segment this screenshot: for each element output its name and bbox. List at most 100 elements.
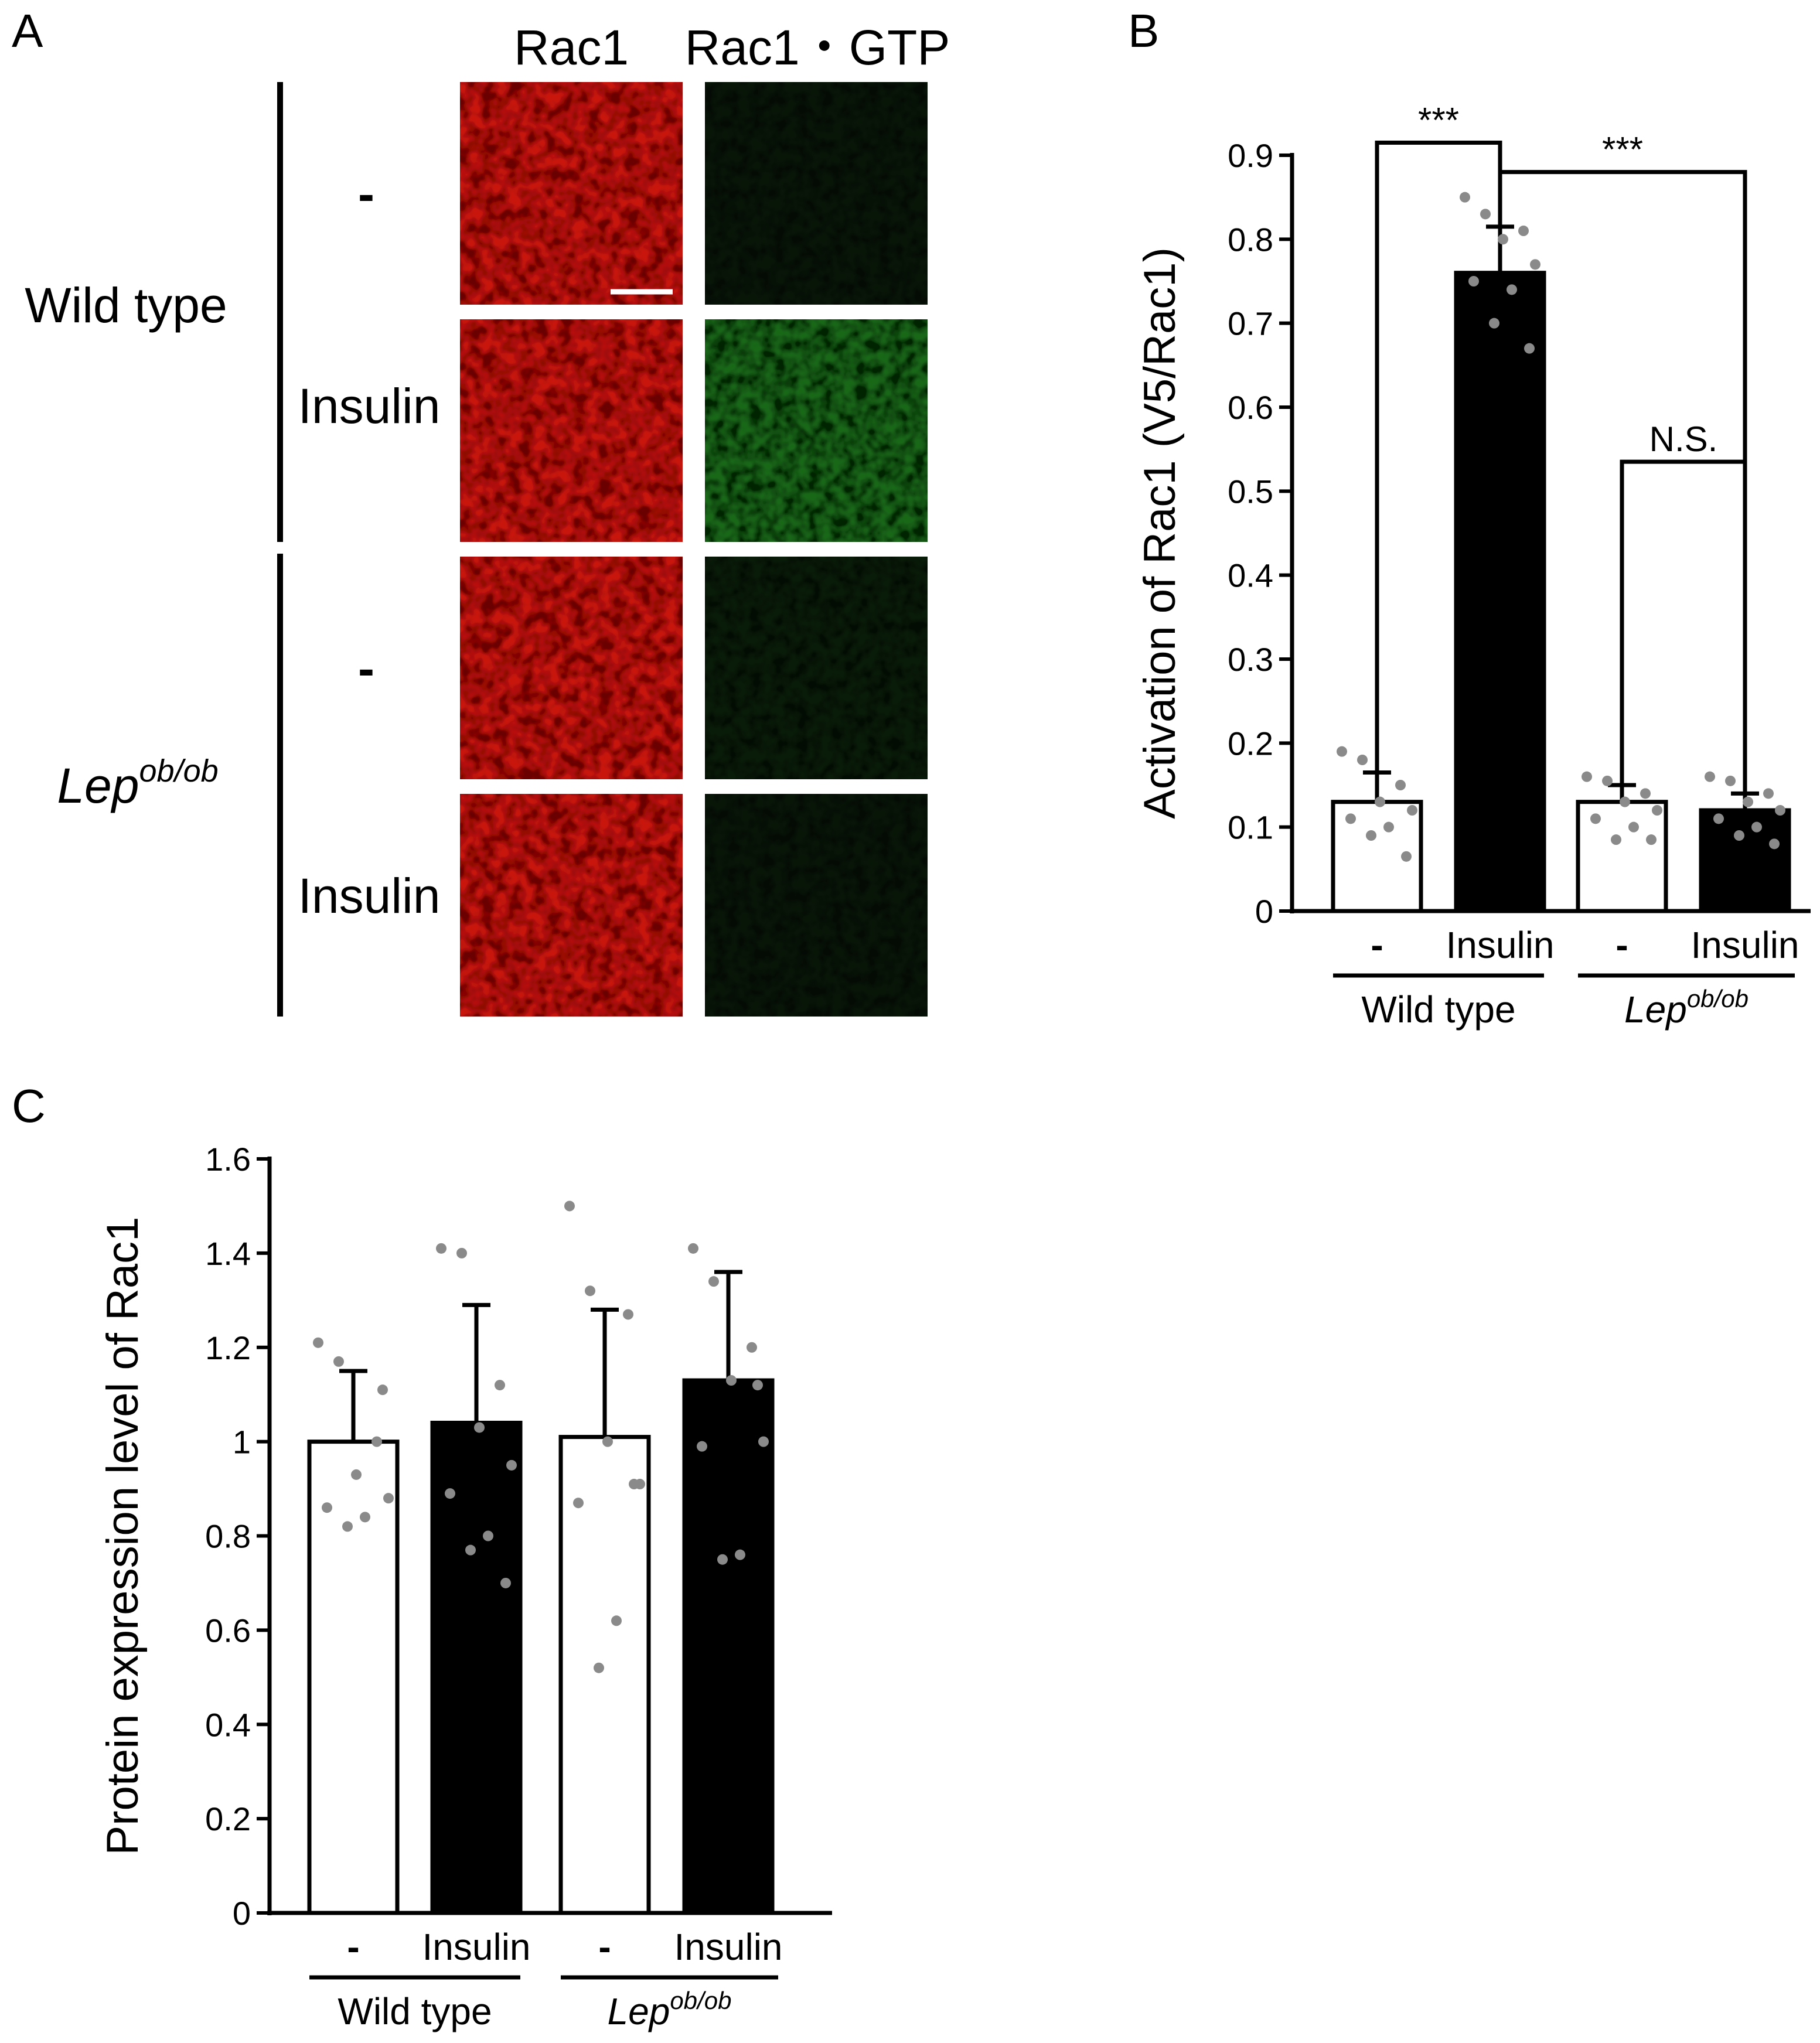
condition-label-wt-control: - <box>358 166 374 221</box>
data-point <box>474 1422 485 1433</box>
panel-b: B Activation of Rac1 (V5/Rac1) 0 0.1 0.2 0.… <box>1128 5 1811 1031</box>
panel-c-label: C <box>12 1080 46 1132</box>
micrograph-rac1-3 <box>460 557 683 779</box>
group-label: Wild type <box>338 1990 492 2032</box>
data-point <box>629 1479 639 1490</box>
y-tick-label: 0.4 <box>1228 557 1273 594</box>
micrograph-rac1-gtp-4 <box>705 794 928 1017</box>
col-header-rac1: Rac1 <box>514 20 629 75</box>
micrograph-rac1-2 <box>460 319 683 542</box>
data-point <box>752 1380 763 1391</box>
x-category-label: - <box>598 1926 611 1968</box>
data-point <box>1480 209 1491 220</box>
y-tick-label: 0.5 <box>1228 473 1273 510</box>
micrograph-grid <box>460 82 928 1017</box>
data-point <box>1646 834 1657 845</box>
bar <box>307 1440 400 1915</box>
data-point <box>1357 755 1368 765</box>
y-tick-label: 0 <box>1255 893 1273 930</box>
y-tick-label: 0.4 <box>205 1706 251 1743</box>
y-tick-label: 0.6 <box>1228 389 1273 426</box>
data-point <box>333 1356 344 1367</box>
data-point <box>1705 771 1715 782</box>
col-header-rac1-gtp: Rac1・GTP <box>685 20 950 75</box>
data-point <box>342 1521 353 1532</box>
condition-label-lep-insulin: Insulin <box>298 868 441 923</box>
panel-b-label: B <box>1128 5 1159 57</box>
y-tick-label: 0.6 <box>205 1612 251 1649</box>
chart-b: Activation of Rac1 (V5/Rac1) 0 0.1 0.2 0.3 0… <box>1135 101 1811 1031</box>
condition-label-wt-insulin: Insulin <box>298 378 441 434</box>
data-point <box>495 1380 505 1391</box>
data-point <box>1652 805 1662 816</box>
data-point <box>1611 834 1621 845</box>
panel-a: A Rac1 Rac1・GTP Wild type Lepob/ob - Ins… <box>12 5 950 1017</box>
data-point <box>500 1577 511 1588</box>
data-point <box>377 1384 388 1396</box>
data-point <box>483 1530 493 1541</box>
y-tick-label: 1.2 <box>205 1329 251 1366</box>
group-label: Wild type <box>1361 988 1515 1031</box>
group-label-wild-type: Wild type <box>25 278 227 333</box>
x-category-label: - <box>347 1926 359 1968</box>
data-point <box>383 1493 394 1504</box>
data-point <box>456 1247 467 1258</box>
data-point <box>1518 226 1529 236</box>
y-tick-label: 0 <box>233 1895 251 1932</box>
x-category-label: Insulin <box>1446 924 1555 966</box>
significance-label: *** <box>1602 130 1643 169</box>
chart-c: Protein expression level of Rac1 0 0.2 0.4… <box>98 1141 832 2032</box>
data-point <box>1395 780 1406 790</box>
data-point <box>1498 234 1508 245</box>
data-point <box>1530 259 1540 270</box>
data-point <box>1337 746 1347 757</box>
condition-label-lep-control: - <box>358 641 374 696</box>
data-point <box>1713 813 1724 824</box>
data-point <box>1582 771 1592 782</box>
data-point <box>1775 805 1785 816</box>
y-tick-label: 0.2 <box>1228 725 1273 762</box>
bar <box>1454 271 1546 913</box>
data-point <box>445 1488 455 1499</box>
panel-a-label: A <box>12 5 43 57</box>
micrograph-rac1-gtp-1 <box>705 82 928 305</box>
data-point <box>465 1544 476 1556</box>
data-point <box>564 1200 575 1212</box>
y-tick-label: 0.9 <box>1228 137 1273 174</box>
bar <box>1699 808 1791 913</box>
data-point <box>1507 284 1517 295</box>
data-point <box>1602 775 1613 786</box>
data-point <box>688 1243 698 1254</box>
micrograph-rac1-gtp-3 <box>705 557 928 779</box>
data-point <box>506 1459 517 1471</box>
y-tick-label: 0.8 <box>205 1518 251 1555</box>
bar <box>430 1420 523 1915</box>
data-point <box>611 1615 622 1626</box>
data-point <box>1628 821 1639 833</box>
data-point <box>360 1512 370 1523</box>
micrograph-rac1-1 <box>460 82 683 305</box>
data-point <box>623 1309 633 1320</box>
data-point <box>1725 775 1736 786</box>
significance-label: *** <box>1418 101 1459 140</box>
data-point <box>1734 830 1744 841</box>
data-point <box>585 1285 595 1297</box>
y-tick-label: 0.2 <box>205 1800 251 1837</box>
data-point <box>1407 805 1417 816</box>
data-point <box>1383 821 1394 833</box>
data-point <box>1763 788 1774 799</box>
x-category-label: Insulin <box>422 1926 531 1968</box>
bar <box>558 1435 651 1915</box>
data-point <box>697 1441 707 1452</box>
y-tick-label: 1.4 <box>205 1235 251 1272</box>
y-tick-label: 0.7 <box>1228 305 1273 342</box>
data-point <box>1489 318 1499 329</box>
data-point <box>726 1375 737 1386</box>
x-category-label: Insulin <box>674 1926 783 1968</box>
panel-c: C Protein expression level of Rac1 0 0.2 0… <box>12 1080 832 2032</box>
data-point <box>1401 851 1412 862</box>
data-point <box>351 1469 362 1480</box>
data-point <box>735 1549 745 1560</box>
data-point <box>747 1342 757 1353</box>
